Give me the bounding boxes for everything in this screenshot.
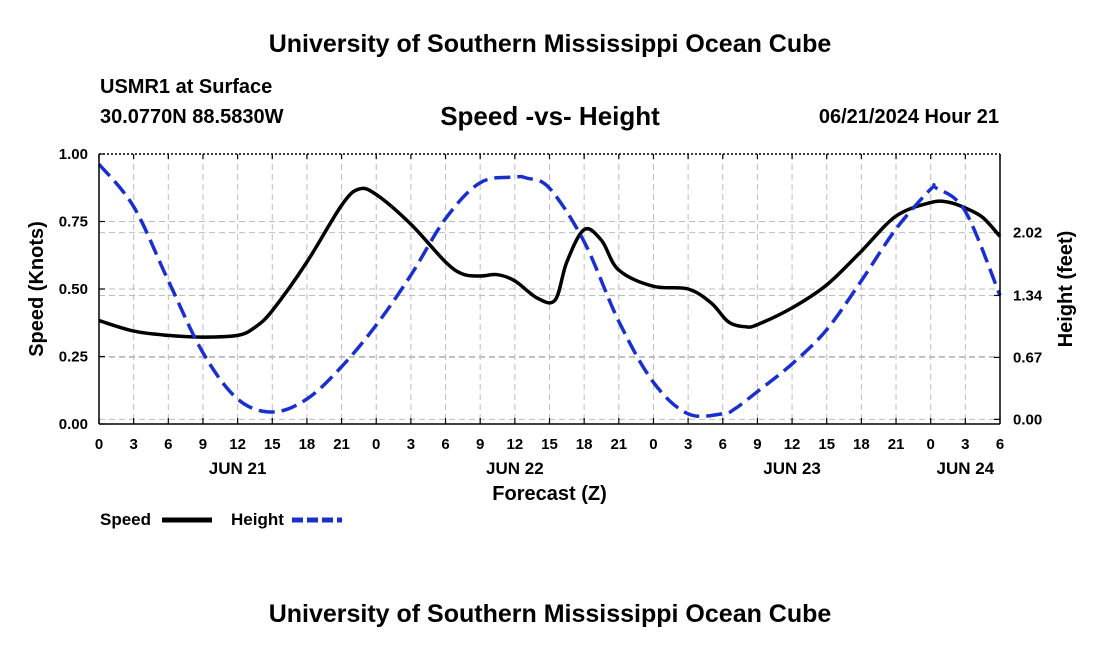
x-tick-label: 21 bbox=[333, 436, 350, 453]
forecast-datetime: 06/21/2024 Hour 21 bbox=[818, 106, 999, 128]
chart-grid bbox=[99, 154, 1000, 424]
x-tick-label: 12 bbox=[507, 436, 524, 453]
x-tick-label: 3 bbox=[961, 436, 969, 453]
y2-axis-title: Height (feet) bbox=[1055, 231, 1077, 348]
x-tick-label: 0 bbox=[372, 436, 380, 453]
x-date-label: JUN 23 bbox=[763, 459, 821, 478]
y-axis-title: Speed (Knots) bbox=[26, 221, 48, 357]
x-tick-label: 0 bbox=[649, 436, 657, 453]
x-tick-label: 9 bbox=[199, 436, 207, 453]
chart-series-layer bbox=[97, 163, 1002, 419]
y2-tick-label: 0.67 bbox=[1013, 349, 1042, 366]
y-tick-label: 0.75 bbox=[59, 214, 88, 231]
footer-title: University of Southern Mississippi Ocean… bbox=[268, 600, 832, 628]
y-tick-label: 0.50 bbox=[59, 281, 88, 298]
x-tick-label: 15 bbox=[264, 436, 281, 453]
y2-tick-label: 0.00 bbox=[1013, 411, 1042, 428]
x-tick-label: 6 bbox=[164, 436, 172, 453]
x-tick-label: 18 bbox=[299, 436, 316, 453]
chart-axis-layer: 0 3 6 9 12 15 18 21 0 3 6 9 12 15 18 21 0 3 6 9 12 15 18 21 0 3 6J… bbox=[26, 146, 1077, 505]
y-tick-label: 0.00 bbox=[59, 416, 88, 433]
y-tick-label: 1.00 bbox=[59, 146, 88, 163]
x-tick-label: 0 bbox=[95, 436, 103, 453]
x-tick-label: 12 bbox=[784, 436, 801, 453]
x-tick-label: 3 bbox=[684, 436, 692, 453]
y2-tick-label: 1.34 bbox=[1013, 287, 1043, 304]
legend-speed-label: Speed bbox=[100, 510, 151, 529]
x-tick-label: 6 bbox=[996, 436, 1004, 453]
chart-subtitle: Speed -vs- Height bbox=[440, 101, 660, 131]
coordinates-label: 30.0770N 88.5830W bbox=[100, 106, 284, 128]
x-tick-label: 15 bbox=[541, 436, 558, 453]
series-line-speed bbox=[98, 186, 1002, 339]
x-date-label: JUN 21 bbox=[209, 459, 267, 478]
x-tick-label: 9 bbox=[753, 436, 761, 453]
x-tick-label: 6 bbox=[441, 436, 449, 453]
y-tick-label: 0.25 bbox=[59, 349, 88, 366]
x-tick-label: 18 bbox=[853, 436, 870, 453]
x-tick-label: 12 bbox=[229, 436, 246, 453]
station-label: USMR1 at Surface bbox=[100, 76, 273, 98]
x-tick-label: 21 bbox=[888, 436, 905, 453]
x-tick-label: 21 bbox=[610, 436, 627, 453]
x-date-label: JUN 24 bbox=[937, 459, 995, 478]
x-tick-label: 0 bbox=[927, 436, 935, 453]
x-tick-label: 3 bbox=[129, 436, 137, 453]
x-tick-label: 6 bbox=[719, 436, 727, 453]
x-tick-label: 9 bbox=[476, 436, 484, 453]
x-axis-title: Forecast (Z) bbox=[492, 483, 606, 505]
x-tick-label: 3 bbox=[407, 436, 415, 453]
x-date-label: JUN 22 bbox=[486, 459, 544, 478]
x-tick-label: 15 bbox=[818, 436, 835, 453]
page-title: University of Southern Mississippi Ocean… bbox=[268, 30, 832, 58]
chart-legend: Speed Height bbox=[100, 510, 342, 529]
x-tick-label: 18 bbox=[576, 436, 593, 453]
legend-height-label: Height bbox=[231, 510, 284, 529]
series-line-height bbox=[97, 163, 1002, 419]
y2-tick-label: 2.02 bbox=[1013, 225, 1042, 242]
